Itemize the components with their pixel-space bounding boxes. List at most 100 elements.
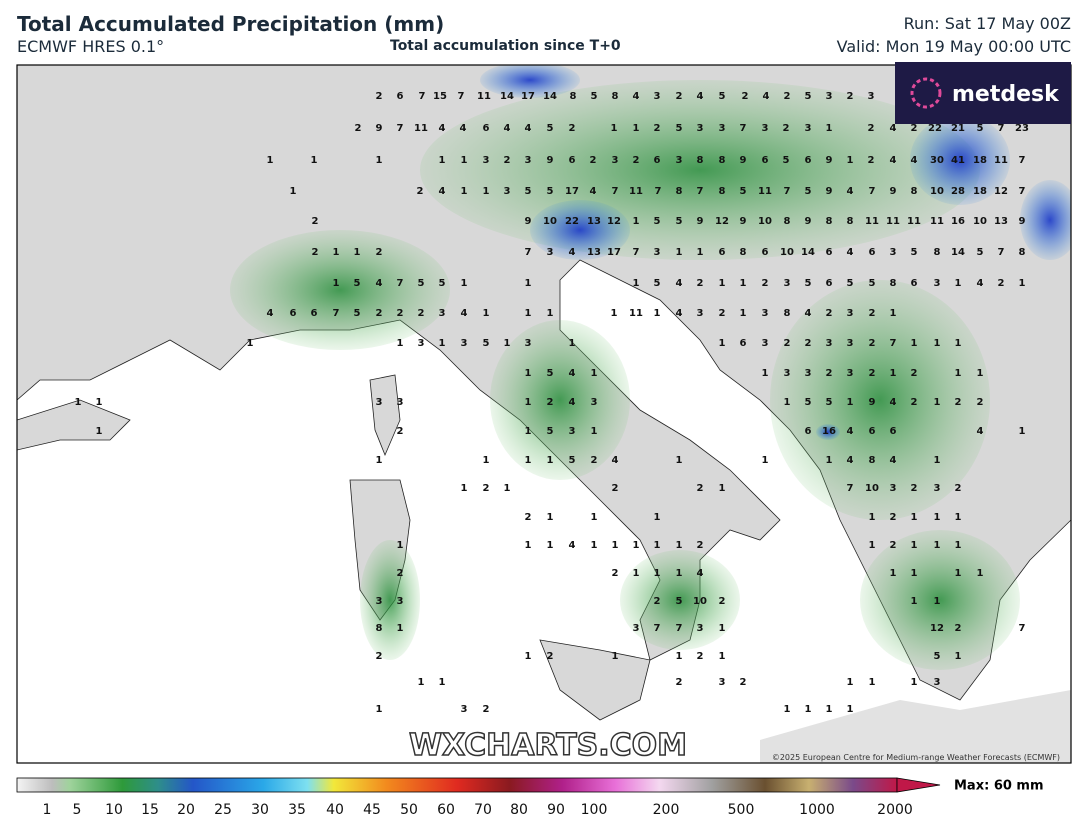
precip-value: 1 bbox=[890, 308, 897, 319]
colorbar-label: 2000 bbox=[877, 802, 913, 818]
precip-value: 1 bbox=[784, 397, 791, 408]
precip-value: 1 bbox=[612, 540, 619, 551]
precip-value: 2 bbox=[977, 397, 984, 408]
precip-value: 4 bbox=[890, 455, 897, 466]
precip-value: 3 bbox=[525, 155, 532, 166]
precip-value: 4 bbox=[676, 308, 683, 319]
precip-value: 1 bbox=[890, 368, 897, 379]
precip-value: 3 bbox=[439, 308, 446, 319]
precip-value: 3 bbox=[591, 397, 598, 408]
precip-value: 30 bbox=[930, 155, 944, 166]
precip-value: 4 bbox=[439, 123, 446, 134]
valid-time: Valid: Mon 19 May 00:00 UTC bbox=[836, 37, 1071, 56]
precip-value: 5 bbox=[805, 91, 812, 102]
precip-value: 6 bbox=[805, 155, 812, 166]
precip-value: 4 bbox=[977, 426, 984, 437]
precip-value: 3 bbox=[547, 247, 554, 258]
precip-value: 10 bbox=[930, 186, 944, 197]
precip-value: 1 bbox=[461, 278, 468, 289]
precip-value: 4 bbox=[697, 568, 704, 579]
precip-value: 1 bbox=[504, 483, 511, 494]
corsica bbox=[369, 374, 401, 457]
precip-value: 3 bbox=[461, 704, 468, 715]
precip-value: 1 bbox=[911, 338, 918, 349]
precip-value: 1 bbox=[525, 368, 532, 379]
precip-value: 2 bbox=[633, 155, 640, 166]
precip-value: 1 bbox=[376, 155, 383, 166]
precip-value: 1 bbox=[955, 512, 962, 523]
precip-value: 22 bbox=[565, 216, 579, 227]
precip-value: 28 bbox=[951, 186, 965, 197]
precip-value: 1 bbox=[483, 186, 490, 197]
precip-value: 10 bbox=[973, 216, 987, 227]
precip-value: 2 bbox=[911, 397, 918, 408]
colorbar-label: 45 bbox=[363, 802, 381, 818]
precip-value: 1 bbox=[826, 455, 833, 466]
precip-value: 21 bbox=[951, 123, 965, 134]
precip-value: 1 bbox=[719, 278, 726, 289]
precip-value: 1 bbox=[612, 651, 619, 662]
precip-value: 1 bbox=[591, 426, 598, 437]
precip-value: 8 bbox=[376, 623, 383, 634]
precip-value: 1 bbox=[934, 540, 941, 551]
precip-value: 2 bbox=[911, 123, 918, 134]
precip-value: 4 bbox=[460, 123, 467, 134]
precip-value: 3 bbox=[654, 247, 661, 258]
precip-value: 1 bbox=[504, 338, 511, 349]
precip-value: 41 bbox=[951, 155, 965, 166]
precip-value: 17 bbox=[521, 91, 535, 102]
precip-value: 1 bbox=[654, 540, 661, 551]
precip-value: 5 bbox=[354, 278, 361, 289]
precip-value: 9 bbox=[697, 216, 704, 227]
precip-value: 2 bbox=[762, 278, 769, 289]
precip-value: 2 bbox=[376, 91, 383, 102]
precip-value: 5 bbox=[847, 278, 854, 289]
precip-value: 8 bbox=[676, 186, 683, 197]
logo-icon bbox=[910, 77, 942, 109]
precip-value: 1 bbox=[697, 247, 704, 258]
precip-value: 6 bbox=[826, 278, 833, 289]
precip-value: 1 bbox=[847, 704, 854, 715]
precip-value: 2 bbox=[955, 483, 962, 494]
precip-value: 7 bbox=[525, 247, 532, 258]
precip-value: 10 bbox=[780, 247, 794, 258]
precip-value: 1 bbox=[869, 512, 876, 523]
precip-value: 5 bbox=[676, 123, 683, 134]
colorbar-label: 500 bbox=[728, 802, 755, 818]
precip-value: 1 bbox=[483, 308, 490, 319]
precip-value: 5 bbox=[418, 278, 425, 289]
precip-value: 16 bbox=[951, 216, 965, 227]
precip-value: 5 bbox=[934, 651, 941, 662]
precip-value: 2 bbox=[826, 368, 833, 379]
precip-value: 9 bbox=[740, 155, 747, 166]
precip-value: 7 bbox=[869, 186, 876, 197]
precip-value: 3 bbox=[697, 308, 704, 319]
precip-value: 2 bbox=[397, 308, 404, 319]
precip-value: 14 bbox=[543, 91, 557, 102]
precip-value: 1 bbox=[719, 623, 726, 634]
precip-value: 1 bbox=[439, 677, 446, 688]
precip-value: 9 bbox=[890, 186, 897, 197]
precip-value: 7 bbox=[1019, 623, 1026, 634]
precip-value: 3 bbox=[826, 338, 833, 349]
precip-value: 9 bbox=[525, 216, 532, 227]
precip-value: 7 bbox=[1019, 155, 1026, 166]
precip-value: 1 bbox=[525, 455, 532, 466]
title: Total Accumulated Precipitation (mm) bbox=[17, 12, 445, 36]
precip-value: 1 bbox=[633, 540, 640, 551]
precip-value: 5 bbox=[547, 426, 554, 437]
precip-value: 3 bbox=[654, 91, 661, 102]
precip-value: 7 bbox=[1019, 186, 1026, 197]
precip-value: 1 bbox=[525, 651, 532, 662]
colorbar-label: 20 bbox=[177, 802, 195, 818]
precip-value: 1 bbox=[719, 651, 726, 662]
precip-value: 1 bbox=[762, 455, 769, 466]
precip-value: 4 bbox=[569, 397, 576, 408]
precip-value: 1 bbox=[955, 368, 962, 379]
precip-value: 1 bbox=[633, 123, 640, 134]
precip-value: 1 bbox=[955, 278, 962, 289]
precip-value: 1 bbox=[654, 568, 661, 579]
precip-value: 1 bbox=[676, 568, 683, 579]
precip-value: 5 bbox=[654, 278, 661, 289]
precip-value: 4 bbox=[376, 278, 383, 289]
